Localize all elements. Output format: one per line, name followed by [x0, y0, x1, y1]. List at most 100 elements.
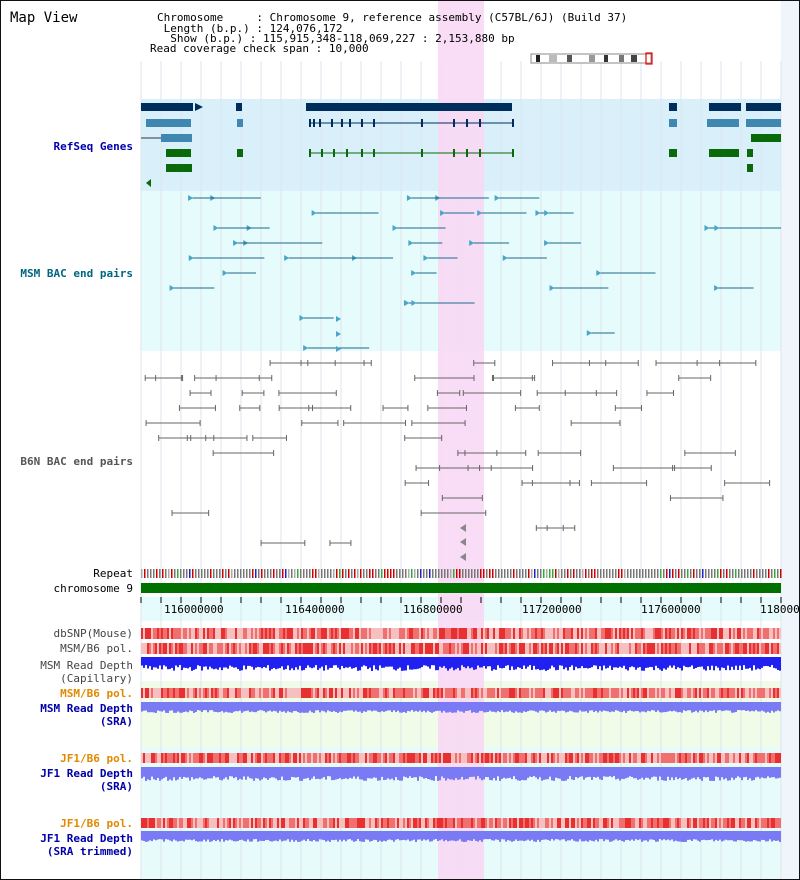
pol-strip — [661, 753, 663, 763]
depth-bar — [677, 702, 679, 713]
depth-bar — [199, 831, 201, 842]
pol-strip — [583, 753, 585, 763]
pol-strip — [189, 628, 191, 639]
depth-bar — [261, 702, 263, 711]
gene-block — [669, 103, 677, 111]
pol-strip — [737, 643, 739, 654]
pol-strip — [621, 818, 623, 828]
depth-bar — [723, 657, 725, 668]
depth-bar — [151, 702, 153, 713]
depth-bar — [673, 831, 675, 842]
depth-bar — [161, 657, 163, 670]
pol-strip — [201, 818, 203, 828]
pol-strip — [439, 688, 441, 698]
track-label-jf1-depth-trim[interactable]: JF1 Read Depth — [40, 832, 133, 845]
pol-strip — [367, 753, 369, 763]
repeat-mark — [489, 569, 491, 578]
track-label-jf1-b6-pol-2[interactable]: JF1/B6 pol. — [60, 817, 133, 830]
bac-end — [411, 270, 417, 276]
pol-strip — [357, 628, 359, 639]
track-label-msm-bac[interactable]: MSM BAC end pairs — [20, 267, 133, 280]
pol-strip — [391, 628, 393, 639]
depth-bar — [757, 831, 759, 842]
track-label-dbsnp[interactable]: dbSNP(Mouse) — [53, 627, 133, 640]
track-label-msm-depth-cap[interactable]: MSM Read Depth — [40, 659, 133, 672]
depth-bar — [293, 657, 295, 671]
depth-bar — [723, 702, 725, 711]
depth-bar — [637, 657, 639, 668]
pol-strip — [339, 628, 341, 639]
depth-bar — [665, 657, 667, 670]
track-label-refseq[interactable]: RefSeq Genes — [53, 140, 133, 153]
pol-strip — [165, 643, 167, 654]
depth-bar — [221, 702, 223, 712]
pol-strip — [217, 643, 219, 654]
depth-bar — [715, 702, 717, 713]
depth-bar — [415, 657, 417, 670]
pol-strip — [339, 643, 341, 654]
pol-strip — [671, 753, 673, 763]
pol-strip — [201, 628, 203, 639]
pol-strip — [685, 643, 687, 654]
pol-strip — [553, 628, 555, 639]
depth-bar — [283, 831, 285, 841]
depth-bar — [551, 702, 553, 712]
depth-bar — [423, 657, 425, 666]
pol-strip — [683, 643, 685, 654]
depth-bar — [155, 831, 157, 841]
pol-strip — [259, 688, 261, 698]
gene-exon — [453, 149, 455, 157]
pol-strip — [343, 628, 345, 639]
track-label-msm-b6-pol-2[interactable]: MSM/B6 pol. — [60, 687, 133, 700]
track-label-msm-depth-sra[interactable]: MSM Read Depth — [40, 702, 133, 715]
depth-bar — [485, 657, 487, 669]
pol-strip — [223, 628, 225, 639]
track-label-msm-depth-sra-sub[interactable]: (SRA) — [99, 715, 133, 728]
pol-strip — [535, 643, 537, 654]
track-label-chromosome[interactable]: chromosome 9 — [53, 582, 133, 595]
track-label-jf1-depth-sra-sub[interactable]: (SRA) — [99, 780, 133, 793]
pol-strip — [681, 818, 683, 828]
pol-strip — [167, 688, 169, 698]
depth-bar — [413, 657, 415, 670]
pol-strip — [157, 753, 159, 763]
track-label-jf1-depth-trim-sub[interactable]: (SRA trimmed) — [46, 845, 133, 858]
pol-strip — [371, 628, 373, 639]
repeat-mark — [561, 569, 563, 578]
repeat-mark — [384, 569, 386, 578]
track-label-jf1-depth-sra[interactable]: JF1 Read Depth — [40, 767, 133, 780]
depth-bar — [229, 767, 231, 777]
pol-strip — [653, 688, 655, 698]
depth-bar — [259, 767, 261, 781]
pol-strip — [397, 753, 399, 763]
repeat-mark — [513, 569, 515, 578]
pol-strip — [453, 818, 455, 828]
pol-strip — [673, 628, 675, 639]
pol-strip — [613, 688, 615, 698]
depth-bar — [189, 767, 191, 781]
pol-strip — [525, 628, 527, 639]
pol-strip — [735, 628, 737, 639]
depth-bar — [297, 831, 299, 842]
repeat-mark — [762, 569, 764, 578]
pol-strip — [383, 753, 385, 763]
track-label-msm-depth-cap-sub[interactable]: (Capillary) — [60, 672, 133, 685]
track-label-msm-b6-pol-1[interactable]: MSM/B6 pol. — [60, 642, 133, 655]
depth-bar — [583, 831, 585, 842]
pol-strip — [385, 628, 387, 639]
depth-bar — [153, 702, 155, 713]
depth-bar — [533, 831, 535, 842]
pol-strip — [313, 688, 315, 698]
pol-strip — [649, 753, 651, 763]
track-label-jf1-b6-pol-1[interactable]: JF1/B6 pol. — [60, 752, 133, 765]
repeat-mark — [540, 569, 542, 578]
pol-strip — [269, 628, 271, 639]
depth-bar — [407, 702, 409, 711]
depth-bar — [167, 831, 169, 840]
repeat-mark — [423, 569, 425, 578]
depth-bar — [225, 657, 227, 668]
track-label-repeat[interactable]: Repeat — [93, 567, 133, 580]
pol-strip — [763, 688, 765, 698]
depth-bar — [379, 657, 381, 666]
track-label-b6n-bac[interactable]: B6N BAC end pairs — [20, 455, 133, 468]
